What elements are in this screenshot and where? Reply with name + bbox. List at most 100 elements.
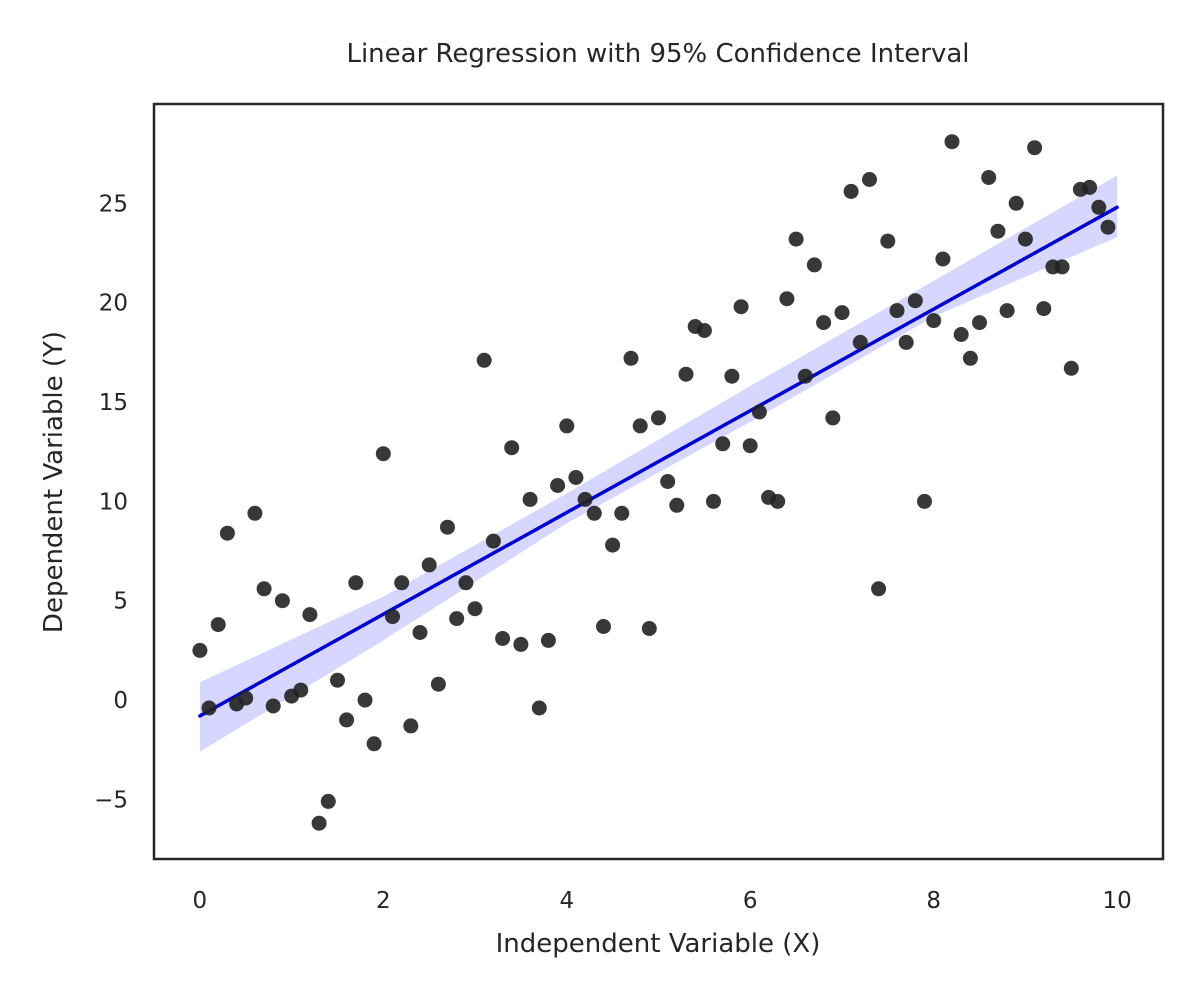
scatter-point	[1082, 179, 1098, 195]
scatter-point	[834, 305, 850, 321]
x-tick-label: 6	[743, 888, 758, 914]
chart-title: Linear Regression with 95% Confidence In…	[346, 39, 969, 69]
scatter-point	[669, 497, 685, 513]
scatter-point	[458, 575, 474, 591]
scatter-point	[862, 172, 877, 187]
scatter-point	[219, 525, 235, 541]
scatter-point	[751, 404, 767, 420]
scatter-point	[385, 609, 400, 625]
scatter-point	[210, 617, 226, 633]
scatter-point	[605, 537, 621, 553]
scatter-point	[806, 257, 822, 273]
scatter-point	[320, 793, 336, 809]
scatter-point	[999, 303, 1015, 319]
y-tick-label: −5	[94, 787, 128, 813]
scatter-point	[348, 575, 364, 591]
scatter-point	[742, 438, 758, 454]
scatter-point	[797, 368, 813, 384]
scatter-point	[421, 557, 437, 573]
scatter-point	[770, 493, 786, 509]
scatter-point	[917, 493, 932, 509]
scatter-point	[907, 293, 923, 309]
scatter-point	[715, 436, 731, 452]
scatter-point	[449, 611, 465, 627]
scatter-point	[531, 700, 547, 716]
scatter-point	[651, 410, 666, 426]
scatter-point	[559, 418, 575, 434]
scatter-point	[550, 478, 566, 493]
scatter-point	[660, 474, 676, 489]
scatter-point	[990, 223, 1006, 239]
scatter-point	[981, 170, 997, 185]
scatter-point	[311, 815, 327, 831]
scatter-point	[467, 601, 483, 617]
scatter-point	[540, 632, 556, 648]
y-tick-label: 0	[113, 688, 128, 714]
scatter-point	[1054, 259, 1070, 275]
y-tick-label: 10	[99, 489, 128, 515]
scatter-point	[1008, 195, 1024, 211]
scatter-point	[779, 291, 795, 307]
scatter-point	[706, 493, 721, 509]
regression-line	[198, 205, 1119, 718]
scatter-point	[816, 315, 832, 331]
scatter-point	[962, 350, 978, 366]
scatter-point	[1100, 219, 1116, 235]
scatter-point	[412, 625, 428, 640]
regression-line-layer	[198, 205, 1119, 718]
x-tick-label: 10	[1102, 888, 1131, 914]
scatter-point	[972, 315, 987, 331]
scatter-point	[201, 700, 217, 716]
scatter-point	[889, 303, 905, 319]
x-tick-label: 4	[559, 888, 574, 914]
scatter-point	[852, 334, 868, 350]
scatter-point	[522, 491, 538, 507]
x-axis-title: Independent Variable (X)	[496, 929, 821, 959]
scatter-point	[953, 327, 969, 342]
y-tick-label: 15	[99, 390, 128, 416]
scatter-point	[678, 366, 694, 382]
scatter-point	[568, 470, 584, 485]
x-tick-label: 8	[926, 888, 941, 914]
scatter-point	[357, 692, 373, 708]
scatter-point	[476, 352, 492, 368]
scatter-point	[880, 233, 896, 249]
scatter-point	[724, 368, 740, 384]
scatter-point	[843, 183, 859, 199]
y-tick-label: 25	[99, 191, 128, 217]
scatter-point	[623, 350, 639, 366]
scatter-point	[641, 621, 657, 636]
scatter-points-layer	[192, 134, 1116, 831]
scatter-point	[394, 575, 410, 591]
y-axis-ticks: −5 0 5 10 15 20 25	[94, 191, 128, 813]
scatter-point	[1063, 360, 1079, 376]
scatter-point	[440, 519, 455, 535]
scatter-point	[944, 134, 960, 150]
scatter-point	[1091, 199, 1107, 215]
scatter-point	[330, 672, 345, 688]
plot-frame	[152, 102, 1165, 861]
scatter-point	[247, 505, 263, 521]
scatter-point	[495, 631, 511, 646]
scatter-point	[596, 619, 611, 634]
scatter-point	[513, 636, 529, 652]
scatter-point	[871, 581, 887, 597]
scatter-point	[302, 607, 318, 623]
y-axis-title: Dependent Variable (Y)	[39, 331, 69, 633]
y-tick-label: 20	[99, 291, 128, 317]
scatter-point	[1027, 140, 1043, 156]
scatter-point	[339, 712, 355, 728]
scatter-point	[504, 440, 520, 456]
scatter-point	[926, 313, 942, 329]
y-tick-label: 5	[113, 589, 128, 615]
scatter-point	[293, 682, 309, 698]
scatter-point	[788, 231, 804, 247]
x-tick-label: 2	[376, 888, 391, 914]
scatter-point	[403, 718, 419, 734]
scatter-point	[632, 418, 648, 434]
scatter-point	[696, 323, 712, 338]
scatter-point	[375, 446, 391, 462]
scatter-point	[577, 491, 593, 507]
x-axis-ticks: 0 2 4 6 8 10	[193, 888, 1132, 914]
